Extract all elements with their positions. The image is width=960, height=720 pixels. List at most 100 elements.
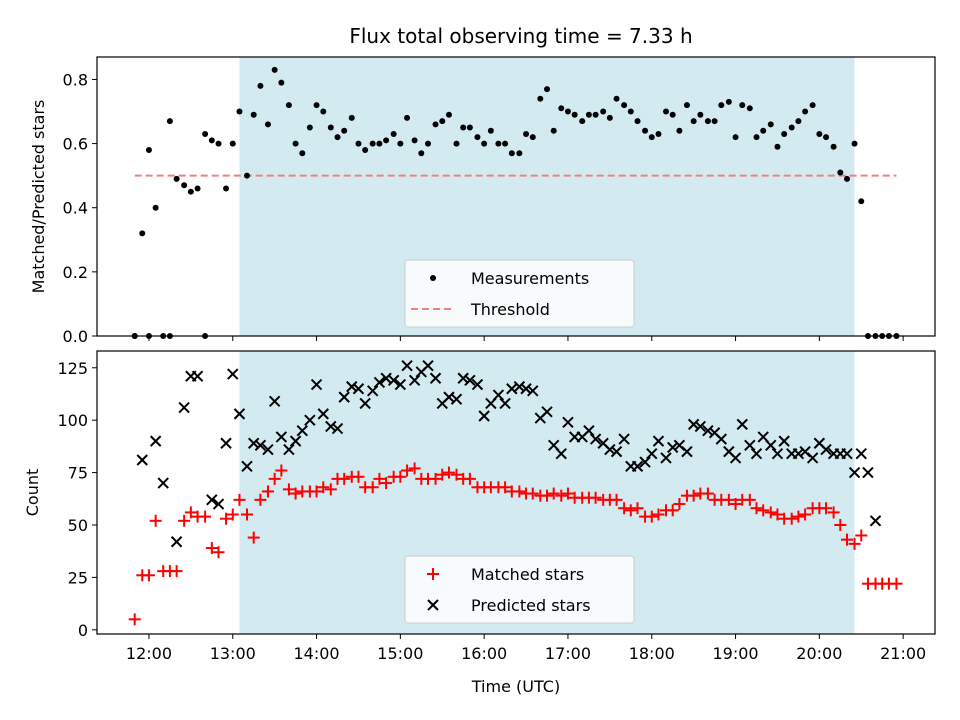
- predicted-star-point-b: [618, 433, 630, 445]
- x-tick-label: 19:00: [713, 644, 759, 663]
- measurement-point: [508, 150, 515, 157]
- predicted-star-point-b: [268, 395, 281, 408]
- measurement-point: [858, 198, 865, 205]
- predicted-star-point: [652, 435, 665, 447]
- predicted-star-point: [254, 439, 267, 452]
- measurement-point: [718, 102, 725, 109]
- predicted-star-point: [841, 448, 853, 460]
- matched-star-point: [338, 472, 351, 485]
- predicted-star-point: [373, 376, 386, 389]
- predicted-star-point-b: [848, 466, 861, 479]
- predicted-star-point: [687, 418, 700, 431]
- predicted-star-point: [562, 416, 574, 428]
- predicted-star-point-b: [373, 376, 386, 389]
- predicted-star-point: [422, 359, 434, 372]
- measurement-point: [802, 108, 809, 115]
- measurement-point: [550, 127, 557, 134]
- predicted-star-point-b: [506, 383, 518, 395]
- matched-star-point: [589, 491, 602, 504]
- predicted-star-point: [471, 378, 484, 391]
- x-tick-label: 17:00: [545, 644, 591, 663]
- matched-star-point: [373, 472, 386, 485]
- measurement-point: [250, 111, 257, 118]
- predicted-star-point-b: [422, 359, 434, 372]
- matched-star-point: [785, 512, 798, 525]
- x-tick-label: 12:00: [126, 644, 172, 663]
- predicted-star-point: [331, 422, 344, 435]
- measurement-point: [236, 108, 243, 115]
- matched-star-point: [666, 504, 679, 517]
- predicted-star-point-b: [359, 397, 371, 410]
- measurement-point: [788, 124, 795, 131]
- predicted-star-point: [268, 395, 281, 408]
- predicted-star-point-b: [799, 445, 811, 458]
- measurement-point: [404, 114, 411, 121]
- predicted-star-point: [715, 433, 728, 445]
- predicted-star-point-b: [589, 433, 602, 445]
- legend-label: Measurements: [471, 269, 589, 288]
- measurement-point: [558, 105, 565, 112]
- predicted-star-point: [862, 466, 874, 479]
- matched-star-point: [624, 504, 637, 517]
- measurement-point: [173, 175, 180, 182]
- matched-star-point: [792, 510, 805, 523]
- predicted-star-point: [681, 445, 693, 458]
- measurement-point: [516, 150, 523, 157]
- measurement-point: [244, 172, 251, 179]
- matched-star-point: [771, 508, 784, 521]
- predicted-star-point: [848, 466, 861, 479]
- predicted-star-point: [765, 439, 777, 452]
- predicted-star-point: [631, 460, 644, 473]
- measurement-point: [152, 204, 159, 211]
- predicted-star-point-b: [723, 445, 735, 458]
- matched-star-point: [442, 466, 455, 479]
- predicted-star-point-b: [227, 368, 239, 380]
- matched-star-point: [275, 464, 288, 477]
- predicted-star-point-b: [527, 385, 539, 397]
- legend-dot-marker: [430, 275, 436, 281]
- matched-star-point: [855, 529, 868, 542]
- predicted-star-point: [212, 498, 225, 510]
- matched-star-point: [757, 504, 770, 517]
- matched-star-point: [513, 485, 526, 498]
- matched-star-point: [408, 462, 421, 475]
- predicted-star-point-b: [583, 424, 595, 437]
- predicted-star-point-b: [401, 359, 413, 372]
- measurement-point: [844, 175, 851, 182]
- legend-box: [404, 555, 635, 624]
- predicted-star-point-b: [666, 441, 679, 454]
- predicted-star-point-b: [366, 385, 379, 397]
- measurement-point: [460, 124, 467, 131]
- bottom-y-tick-label: 0: [78, 621, 88, 640]
- measurement-point: [648, 134, 655, 141]
- measurement-point: [355, 140, 362, 147]
- measurement-point: [564, 108, 571, 115]
- measurement-point: [202, 130, 209, 137]
- predicted-star-point: [157, 477, 169, 489]
- measurement-point: [264, 121, 271, 128]
- measurement-point: [606, 114, 613, 121]
- measurement-point: [781, 130, 788, 137]
- predicted-star-point-b: [212, 498, 225, 510]
- measurement-point: [187, 188, 194, 195]
- matched-star-point: [526, 487, 539, 500]
- measurement-point: [223, 185, 230, 192]
- predicted-star-point-b: [457, 372, 469, 384]
- measurement-point: [397, 140, 404, 147]
- measurement-point: [306, 124, 313, 131]
- predicted-star-point: [541, 406, 553, 418]
- measurement-point: [229, 140, 236, 147]
- top-axes-frame: [96, 56, 936, 337]
- legend-box: [404, 259, 635, 328]
- predicted-star-point-b: [541, 406, 553, 418]
- matched-star-point: [233, 493, 246, 506]
- predicted-star-point-b: [429, 372, 442, 384]
- predicted-star-point-b: [471, 378, 484, 391]
- predicted-star-point-b: [681, 445, 693, 458]
- matched-star-point: [541, 489, 554, 502]
- measurement-point: [753, 134, 760, 141]
- predicted-star-point: [499, 397, 511, 410]
- predicted-star-point-b: [771, 448, 784, 460]
- measurement-point: [837, 169, 844, 176]
- predicted-star-point-b: [652, 435, 665, 447]
